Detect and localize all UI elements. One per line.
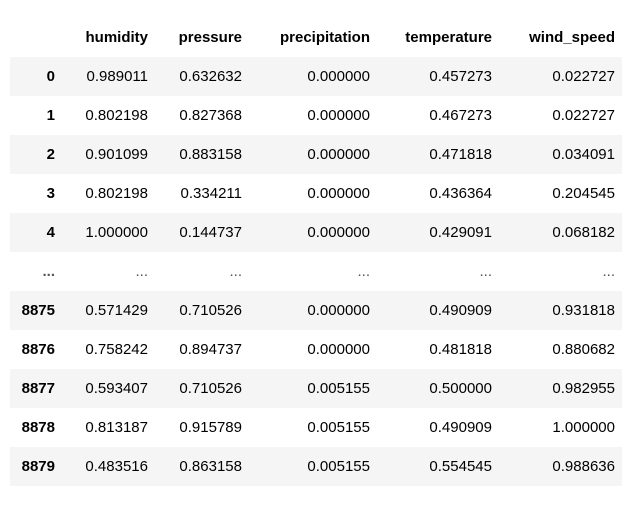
table-cell: 0.005155	[307, 419, 370, 436]
table-row: 3 0.802198 0.334211 0.000000 0.436364 0.…	[10, 174, 622, 213]
column-header-precipitation: precipitation	[279, 29, 370, 46]
table-cell: 0.894737	[179, 341, 242, 358]
column-header-humidity: humidity	[85, 29, 149, 46]
table-body: 0 0.989011 0.632632 0.000000 0.457273 0.…	[10, 57, 622, 486]
ellipsis-row: ... ... ... ... ... ...	[10, 252, 622, 291]
row-index: 1	[46, 107, 55, 124]
row-index: 2	[46, 146, 55, 163]
table-cell: 0.915789	[179, 419, 242, 436]
table-row: 8879 0.483516 0.863158 0.005155 0.554545…	[10, 447, 622, 486]
column-header-temperature: temperature	[405, 29, 492, 46]
table-cell: 0.436364	[429, 185, 492, 202]
table-cell: 0.988636	[552, 458, 615, 475]
table-cell: ...	[602, 263, 615, 280]
table-cell: 0.471818	[429, 146, 492, 163]
table-cell: 0.554545	[429, 458, 492, 475]
table-cell: 1.000000	[552, 419, 615, 436]
row-index: 8875	[21, 302, 55, 319]
table-row: 8877 0.593407 0.710526 0.005155 0.500000…	[10, 369, 622, 408]
table-cell: 0.490909	[429, 419, 492, 436]
table-cell: 0.490909	[429, 302, 492, 319]
table-cell: 0.000000	[307, 146, 370, 163]
table-cell: 0.758242	[85, 341, 148, 358]
table-cell: 0.144737	[179, 224, 242, 241]
table-cell: 0.931818	[552, 302, 615, 319]
row-index: 8879	[21, 458, 55, 475]
table-cell: 0.000000	[307, 224, 370, 241]
table-cell: 0.901099	[85, 146, 148, 163]
table-cell: 0.334211	[180, 185, 242, 202]
table-row: 4 1.000000 0.144737 0.000000 0.429091 0.…	[10, 213, 622, 252]
column-header-pressure: pressure	[178, 29, 242, 46]
table-cell: 0.005155	[307, 380, 370, 397]
table-cell: 1.000000	[85, 224, 148, 241]
table-cell: 0.483516	[85, 458, 148, 475]
table-cell: ...	[229, 263, 242, 280]
index-header	[10, 18, 62, 57]
row-index: 0	[46, 68, 55, 85]
row-index: ...	[42, 263, 55, 280]
table-cell: 0.710526	[179, 380, 242, 397]
table-cell: 0.000000	[307, 107, 370, 124]
table-cell: 0.000000	[307, 302, 370, 319]
table-cell: 0.883158	[179, 146, 242, 163]
table-row: 8878 0.813187 0.915789 0.005155 0.490909…	[10, 408, 622, 447]
table-cell: ...	[479, 263, 492, 280]
table-cell: 0.880682	[552, 341, 615, 358]
dataframe-table: humidity pressure precipitation temperat…	[10, 18, 622, 486]
table-cell: 0.593407	[85, 380, 148, 397]
table-cell: 0.068182	[552, 224, 615, 241]
table-header: humidity pressure precipitation temperat…	[10, 18, 622, 57]
table-cell: 0.710526	[179, 302, 242, 319]
table-cell: 0.429091	[429, 224, 492, 241]
table-row: 8876 0.758242 0.894737 0.000000 0.481818…	[10, 330, 622, 369]
header-row: humidity pressure precipitation temperat…	[10, 18, 622, 57]
column-header-wind-speed: wind_speed	[529, 29, 615, 46]
table-cell: 0.982955	[552, 380, 615, 397]
table-row: 1 0.802198 0.827368 0.000000 0.467273 0.…	[10, 96, 622, 135]
row-index: 8878	[21, 419, 55, 436]
table-cell: 0.000000	[307, 341, 370, 358]
table-cell: 0.022727	[552, 68, 615, 85]
table-cell: 0.813187	[85, 419, 148, 436]
table-cell: 0.005155	[307, 458, 370, 475]
table-cell: 0.022727	[552, 107, 615, 124]
table-row: 2 0.901099 0.883158 0.000000 0.471818 0.…	[10, 135, 622, 174]
table-cell: 0.467273	[429, 107, 492, 124]
table-cell: 0.500000	[429, 380, 492, 397]
table-cell: 0.000000	[307, 185, 370, 202]
row-index: 8876	[21, 341, 55, 358]
row-index: 3	[46, 185, 55, 202]
table-row: 8875 0.571429 0.710526 0.000000 0.490909…	[10, 291, 622, 330]
table-cell: 0.632632	[179, 68, 242, 85]
table-cell: 0.457273	[429, 68, 492, 85]
table-cell: 0.863158	[179, 458, 242, 475]
row-index: 8877	[21, 380, 55, 397]
table-row: 0 0.989011 0.632632 0.000000 0.457273 0.…	[10, 57, 622, 96]
table-cell: 0.989011	[86, 68, 148, 85]
table-cell: ...	[357, 263, 370, 280]
table-cell: 0.827368	[179, 107, 242, 124]
row-index: 4	[46, 224, 55, 241]
table-cell: 0.571429	[85, 302, 148, 319]
table-cell: 0.034091	[552, 146, 615, 163]
table-cell: 0.481818	[429, 341, 492, 358]
table-cell: ...	[135, 263, 148, 280]
table-cell: 0.000000	[307, 68, 370, 85]
table-cell: 0.802198	[85, 185, 148, 202]
table-cell: 0.802198	[85, 107, 148, 124]
table-cell: 0.204545	[552, 185, 615, 202]
